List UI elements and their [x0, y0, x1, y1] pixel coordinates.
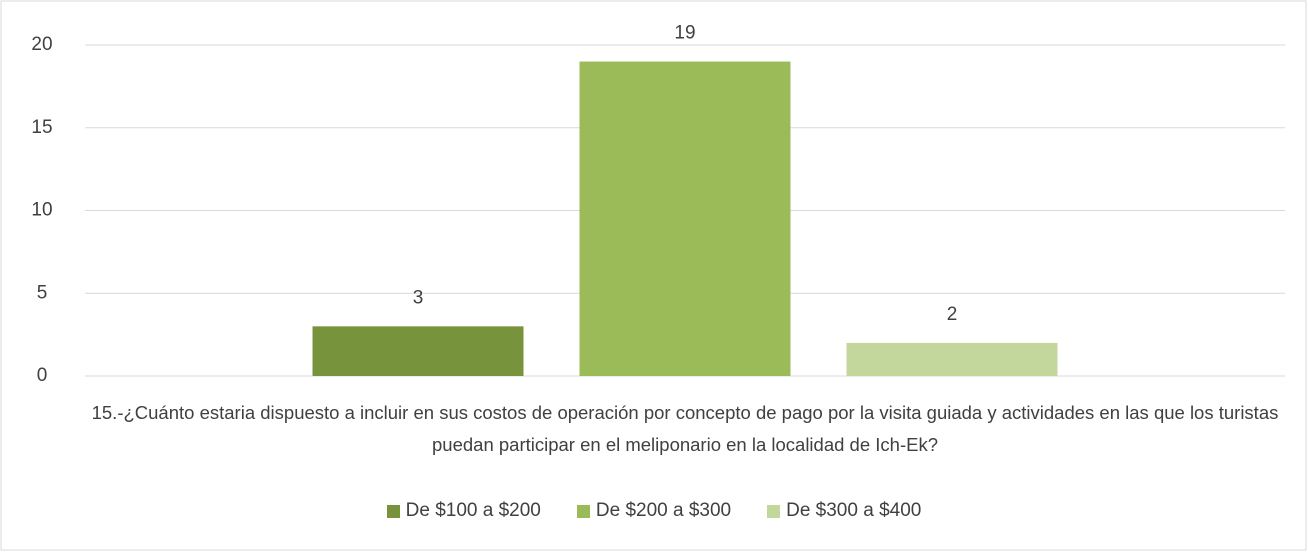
legend-label: De $300 a $400	[786, 500, 922, 521]
legend-label: De $200 a $300	[595, 500, 732, 521]
data-label: 2	[947, 304, 958, 325]
y-tick-label: 10	[31, 200, 52, 221]
legend-item: De $100 a $200	[386, 500, 541, 522]
bar	[579, 61, 791, 377]
data-label: 3	[413, 287, 424, 308]
legend-swatch	[386, 504, 400, 518]
data-label: 19	[674, 23, 695, 44]
legend-swatch	[767, 504, 781, 518]
bar	[312, 326, 524, 376]
y-tick-label: 20	[31, 34, 52, 55]
legend-swatch	[576, 504, 590, 518]
y-tick-label: 0	[37, 365, 48, 386]
category-label: 15.-¿Cuánto estaria dispuesto a incluir …	[91, 402, 1279, 455]
legend-label: De $100 a $200	[405, 500, 541, 521]
legend-item: De $300 a $400	[767, 500, 921, 522]
y-tick-label: 15	[31, 117, 52, 138]
y-tick-label: 5	[37, 282, 48, 303]
legend-item: De $200 a $300	[576, 500, 732, 522]
bar	[846, 342, 1058, 376]
legend: De $100 a $200 De $200 a $300 De $300 a $4…	[0, 500, 1308, 522]
